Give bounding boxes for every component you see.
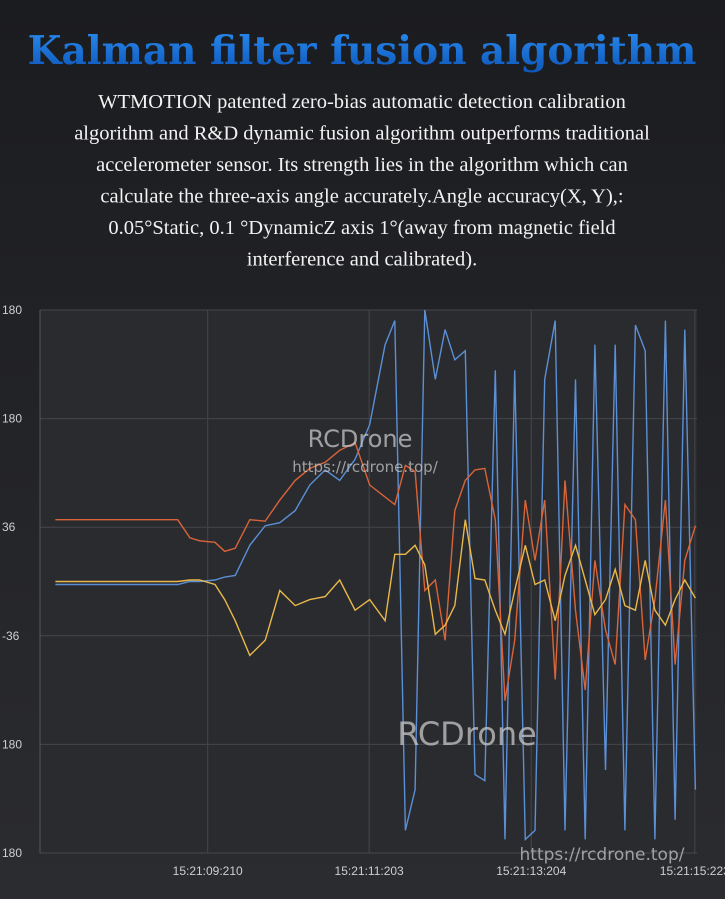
description: WTMOTION patented zero-bias automatic de… (74, 91, 650, 271)
watermark: https://rcdrone.top/ (292, 458, 438, 476)
page-title: Kalman filter fusion algorithm (28, 28, 697, 74)
description-line: 0.05°Static, 0.1 °DynamicZ axis 1°(away … (108, 217, 615, 239)
series-line (55, 519, 697, 657)
y-tick-label: -36 (2, 629, 20, 643)
y-tick-label: 180 (2, 846, 22, 860)
series-line (55, 309, 697, 841)
series-line (55, 441, 697, 701)
y-tick-label: 180 (2, 412, 22, 426)
watermark: https://rcdrone.top/ (520, 845, 685, 865)
y-tick-label: 36 (2, 520, 16, 534)
y-tick-label: 180 (2, 303, 22, 317)
watermark: RCDrone (397, 715, 537, 753)
description-line: WTMOTION patented zero-bias automatic de… (98, 91, 626, 113)
x-tick-label: 15:21:09:210 (173, 864, 243, 878)
grid: 180 180 36 -36 180 180 15:21:09:210 15:21:11:20… (2, 303, 725, 878)
description-line: accelerometer sensor. Its strength lies … (96, 154, 628, 176)
watermarks: RCDrone https://rcdrone.top/RCDrone https:… (292, 425, 684, 865)
description-line: calculate the three-axis angle accuratel… (100, 186, 623, 208)
x-tick-label: 15:21:15:223 (660, 864, 725, 878)
description-line: interference and calibrated). (247, 249, 477, 271)
series-group (55, 309, 697, 841)
description-line: algorithm and R&D dynamic fusion algorit… (74, 123, 650, 145)
x-tick-label: 15:21:11:203 (335, 864, 405, 878)
x-tick-label: 15:21:13:204 (496, 864, 566, 878)
watermark: RCDrone (308, 425, 413, 453)
y-tick-label: 180 (2, 737, 22, 751)
